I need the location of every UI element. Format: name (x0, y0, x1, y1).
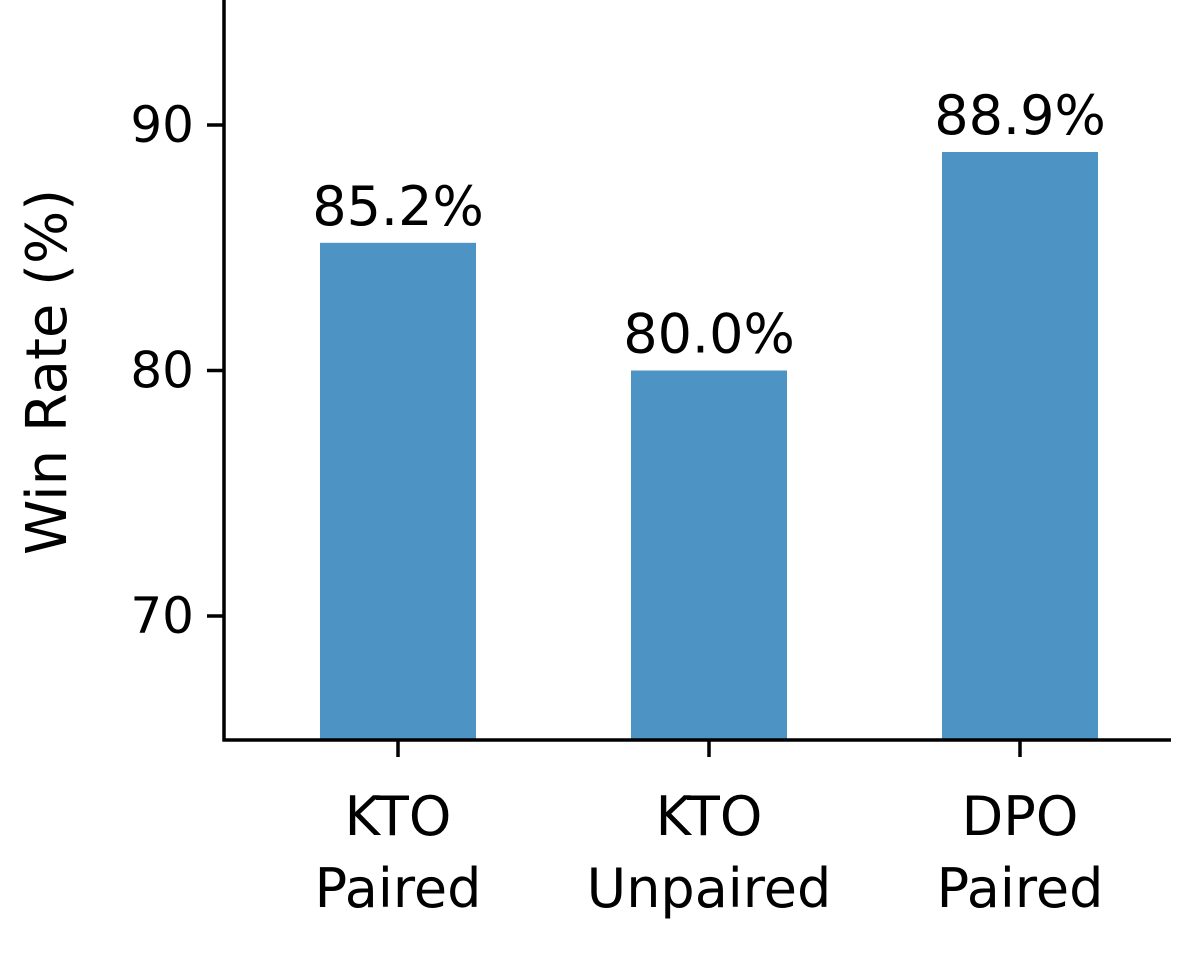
x-tick-label-2: DPO Paired (937, 785, 1104, 920)
bar-1 (631, 370, 787, 740)
bar-value-label-2: 88.9% (934, 84, 1106, 147)
axes-layer: 70 80 90 KTO Paired KTO Unpaired DPO Paired (130, 0, 1171, 920)
y-axis-title: Win Rate (%) (15, 189, 80, 555)
bar-0 (320, 242, 476, 740)
y-tick-label-90: 90 (130, 96, 194, 154)
bar-2 (942, 152, 1098, 740)
bar-value-label-1: 80.0% (623, 303, 795, 366)
bars-layer (320, 152, 1098, 740)
bar-value-label-0: 85.2% (312, 175, 484, 238)
y-tick-label-70: 70 (130, 587, 194, 645)
data-labels-layer: 85.2% 80.0% 88.9% (312, 84, 1106, 365)
x-tick-label-1: KTO Unpaired (587, 785, 832, 920)
x-tick-label-0: KTO Paired (315, 785, 482, 920)
y-tick-label-80: 80 (130, 342, 194, 400)
